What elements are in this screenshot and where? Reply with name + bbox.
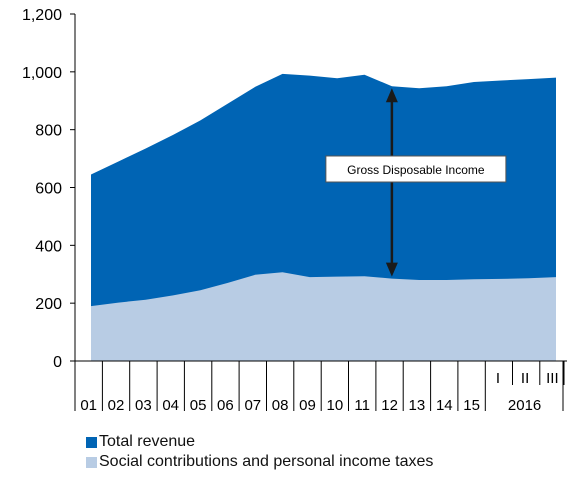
annotation-box xyxy=(325,155,507,183)
area-series-social-contributions xyxy=(91,272,556,361)
annotation-arrow-head-up xyxy=(385,88,398,103)
legend-label-social-contributions: Social contributions and personal income… xyxy=(99,453,434,470)
x-tick-label: I xyxy=(496,370,500,387)
x-tick-label: 13 xyxy=(409,397,426,414)
chart-axes: 0 200 400 600 800 1,000 1,200 01 02 03 04 05 06 07 08 0… xyxy=(22,7,567,414)
annotation-group: Gross Disposable Income xyxy=(325,88,507,277)
legend: Total revenue Social contributions and p… xyxy=(86,432,433,472)
legend-swatch-social-contributions xyxy=(86,456,97,468)
x-tick-label: 10 xyxy=(327,397,344,414)
y-tick-label: 1,200 xyxy=(22,7,62,24)
legend-label-total-revenue: Total revenue xyxy=(99,433,196,450)
x-tick-label: 01 xyxy=(80,397,97,414)
x-tick-label: 03 xyxy=(135,397,152,414)
x-tick-label: 07 xyxy=(244,397,261,414)
annotation-arrow-head-down xyxy=(385,262,398,277)
y-tick-label: 200 xyxy=(35,296,62,313)
y-tick-label: 0 xyxy=(53,354,62,371)
legend-swatch-total-revenue xyxy=(86,436,97,448)
y-tick-label: 400 xyxy=(35,238,62,255)
x-tick-label: 15 xyxy=(463,397,480,414)
x-tick-label: 12 xyxy=(381,397,398,414)
x-tick-label: 04 xyxy=(162,397,179,414)
y-tick-label: 600 xyxy=(35,181,62,198)
legend-item-total-revenue: Total revenue xyxy=(86,432,433,452)
chart-areas xyxy=(91,73,556,362)
x-tick-label: 06 xyxy=(217,397,234,414)
x-tick-label: 11 xyxy=(354,397,370,414)
x-tick-label: 02 xyxy=(108,397,125,414)
annotation-label: Gross Disposable Income xyxy=(347,163,485,177)
y-tick-label: 800 xyxy=(35,123,62,140)
y-tick-label: 1,000 xyxy=(22,65,62,82)
x-tick-label: 05 xyxy=(190,397,207,414)
x-tick-label: 14 xyxy=(436,397,453,414)
legend-item-social-contributions: Social contributions and personal income… xyxy=(86,452,433,472)
x-tick-label: 08 xyxy=(272,397,289,414)
x-year-label: 2016 xyxy=(508,397,541,414)
x-tick-label: III xyxy=(546,370,559,387)
x-tick-label: 09 xyxy=(299,397,316,414)
x-tick-label: II xyxy=(521,370,529,387)
